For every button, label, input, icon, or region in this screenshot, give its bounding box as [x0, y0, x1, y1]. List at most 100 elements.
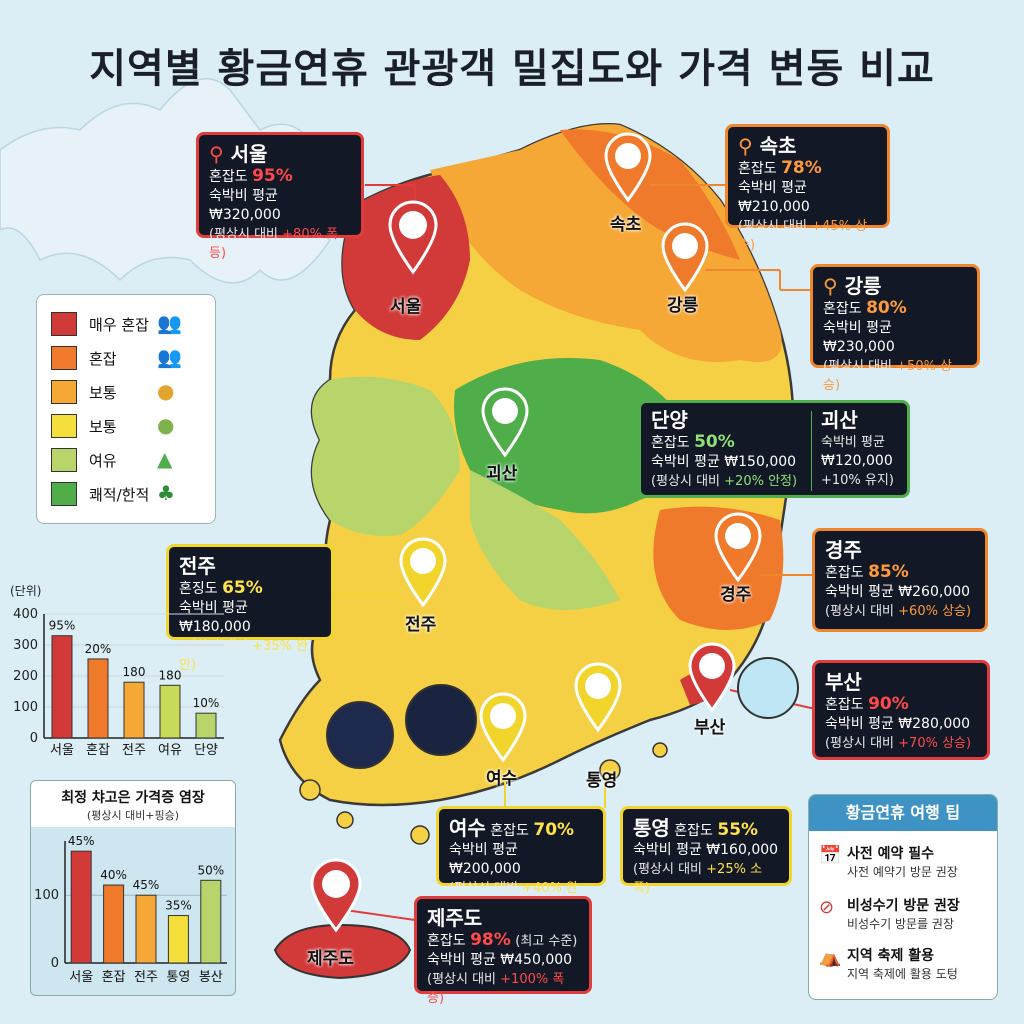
region-name: 서울: [230, 142, 268, 166]
x-tick-label: 혼잡: [102, 970, 126, 985]
map-label-tongyeong: 통영: [586, 771, 618, 791]
crowd-icon: 👥: [157, 311, 182, 335]
price-change-label: (평상시 대비: [209, 227, 279, 242]
night-view-photo: [405, 684, 477, 756]
price-change-label: (평상시 대비: [825, 736, 895, 751]
price-change-value: +80% 폭등): [209, 227, 339, 261]
tip-item: 📅 사전 예약 필수 사전 예약기 방문 권장: [819, 843, 995, 880]
lodging-price: 숙박비 평균 ₩180,000: [179, 600, 251, 635]
price-change-label: (평상시 대비: [738, 219, 808, 234]
region-card-jeonju: 전주 혼징도 65% 숙박비 평균 ₩180,000 (평상시 대비 +35% …: [166, 544, 334, 673]
tree-icon: ♣: [157, 481, 175, 505]
y-tick-label: 100: [34, 888, 59, 903]
legend-item: 매우 혼잡: [51, 311, 149, 337]
region-card-gangneung: ⚲ 강릉 혼잡도 80% 숙박비 평균 ₩230,000 (평상시 대비 +50…: [810, 264, 980, 393]
location-pin-icon: ⚲: [823, 274, 838, 298]
y-tick-label: 100: [13, 700, 38, 715]
price-change-value: +100% 폭증): [427, 972, 565, 1006]
person-icon: ●: [157, 413, 175, 437]
x-tick-label: 통영: [166, 970, 190, 985]
map-label-yeosu: 여수: [486, 769, 518, 789]
congestion-value: 50%: [694, 432, 735, 452]
legend-item: 혼잡: [51, 345, 117, 371]
congestion-value: 98%: [470, 930, 511, 950]
y-tick-label: 200: [13, 669, 38, 684]
congestion-label: 혼잡도: [651, 435, 690, 451]
congestion-label: 혼잡도: [825, 697, 864, 713]
y-tick-label: 0: [51, 956, 59, 971]
map-label-gangneung: 강릉: [667, 296, 699, 316]
legend-label: 쾌적/한적: [89, 485, 150, 504]
legend-swatch: [51, 380, 77, 404]
congestion-value: 90%: [868, 694, 909, 714]
y-tick-label: 400: [13, 607, 38, 622]
data-label: 45%: [133, 878, 160, 892]
x-tick-label: 혼잡: [86, 743, 110, 758]
region-name: 속초: [759, 134, 797, 158]
chart-1-svg: 0 100 200 300 400 95% 서울 20% 혼잡 180 전주 180 여유 10% 단양: [13, 607, 224, 758]
region-card-danyang-goesan: 단양 혼잡도 50% 숙박비 평균 ₩150,000 (평상시 대비 +20% …: [638, 400, 910, 498]
region-name: 전주: [179, 554, 216, 578]
tip-desc: 비성수기 방문를 권장: [847, 917, 954, 931]
congestion-value: 95%: [252, 166, 293, 186]
bar: [135, 894, 157, 964]
congestion-value: 85%: [868, 562, 909, 582]
x-tick-label: 봉산: [199, 970, 223, 985]
pin-gangneung-icon: [661, 222, 709, 293]
lodging-price: 숙박비 평균 ₩150,000: [651, 454, 797, 470]
congestion-label: 혼잡도: [209, 169, 248, 185]
data-label: 50%: [197, 863, 224, 877]
legend-label: 보통: [89, 417, 117, 436]
legend-label: 여유: [89, 451, 117, 470]
legend-label: 혼잡: [89, 349, 117, 368]
x-tick-label: 단양: [194, 743, 218, 758]
legend-item: 여유: [51, 447, 117, 473]
chart-subtitle: (평상시 대비+핑승): [86, 809, 180, 822]
congestion-value: 70%: [533, 820, 575, 840]
price-change-value: +25% 소폭): [633, 862, 763, 896]
bar: [167, 915, 189, 964]
tip-item: ⛺ 지역 축제 활용 지역 축제에 활용 도텅: [819, 945, 995, 982]
travel-tips-panel: 황금연휴 여행 팁 📅 사전 예약 필수 사전 예약기 방문 권장 ⊘ 비성수기…: [808, 794, 998, 1000]
beach-photo: [737, 657, 799, 719]
divider: [811, 411, 812, 491]
data-label: 20%: [85, 642, 112, 656]
pin-goesan-icon: [481, 387, 529, 458]
congestion-value: 65%: [222, 578, 263, 598]
lodging-price: 숙박비 평균 ₩450,000: [427, 952, 573, 968]
congestion-note: (최고 수준): [515, 934, 578, 949]
location-pin-icon: ⚲: [209, 142, 224, 166]
tip-desc: 사전 예약기 방문 권장: [847, 865, 958, 879]
congestion-label: 혼잡도: [674, 823, 713, 839]
price-change-label: (평상시 대비: [633, 862, 703, 877]
region-card-seoul: ⚲ 서울 혼잡도 95% 숙박비 평균 ₩320,000 (평상시 대비 +80…: [196, 132, 364, 261]
pin-jeonju-icon: [399, 537, 447, 608]
tips-header: 황금연휴 여행 팁: [809, 795, 997, 831]
pin-busan-icon: [688, 642, 736, 713]
region-name: 경주: [825, 538, 862, 562]
region-name: 부산: [825, 670, 862, 694]
legend-swatch: [51, 312, 77, 336]
bar: [70, 850, 92, 964]
lodging-price: 숙박비 평균 ₩160,000: [633, 842, 779, 858]
x-tick-label: 서울: [50, 743, 74, 758]
data-label: 180: [123, 665, 146, 679]
congestion-value: 55%: [717, 820, 759, 840]
tip-title: 비성수기 방문 권장: [847, 898, 960, 914]
bar: [103, 884, 125, 964]
no-sign-icon: ⊘: [819, 897, 835, 918]
map-label-jeonju: 전주: [405, 615, 437, 635]
x-tick-label: 서울: [69, 970, 93, 985]
congestion-label: 혼징도: [179, 581, 218, 597]
price-change-label: (평상시 대비: [825, 604, 895, 619]
bar: [159, 684, 181, 739]
map-label-goesan: 괴산: [486, 464, 518, 484]
price-change-label: (평상시 대비: [823, 359, 893, 374]
jeju-island: [273, 923, 412, 980]
region-card-gyeongju: 경주 혼잡도 85% 숙박비 평균 ₩260,000 (평상시 대비 +60% …: [812, 528, 988, 632]
data-label: 35%: [165, 899, 192, 913]
congestion-label: 혼잡도: [825, 565, 864, 581]
pin-sokcho-icon: [604, 132, 652, 203]
region-name: 괴산: [821, 408, 858, 432]
